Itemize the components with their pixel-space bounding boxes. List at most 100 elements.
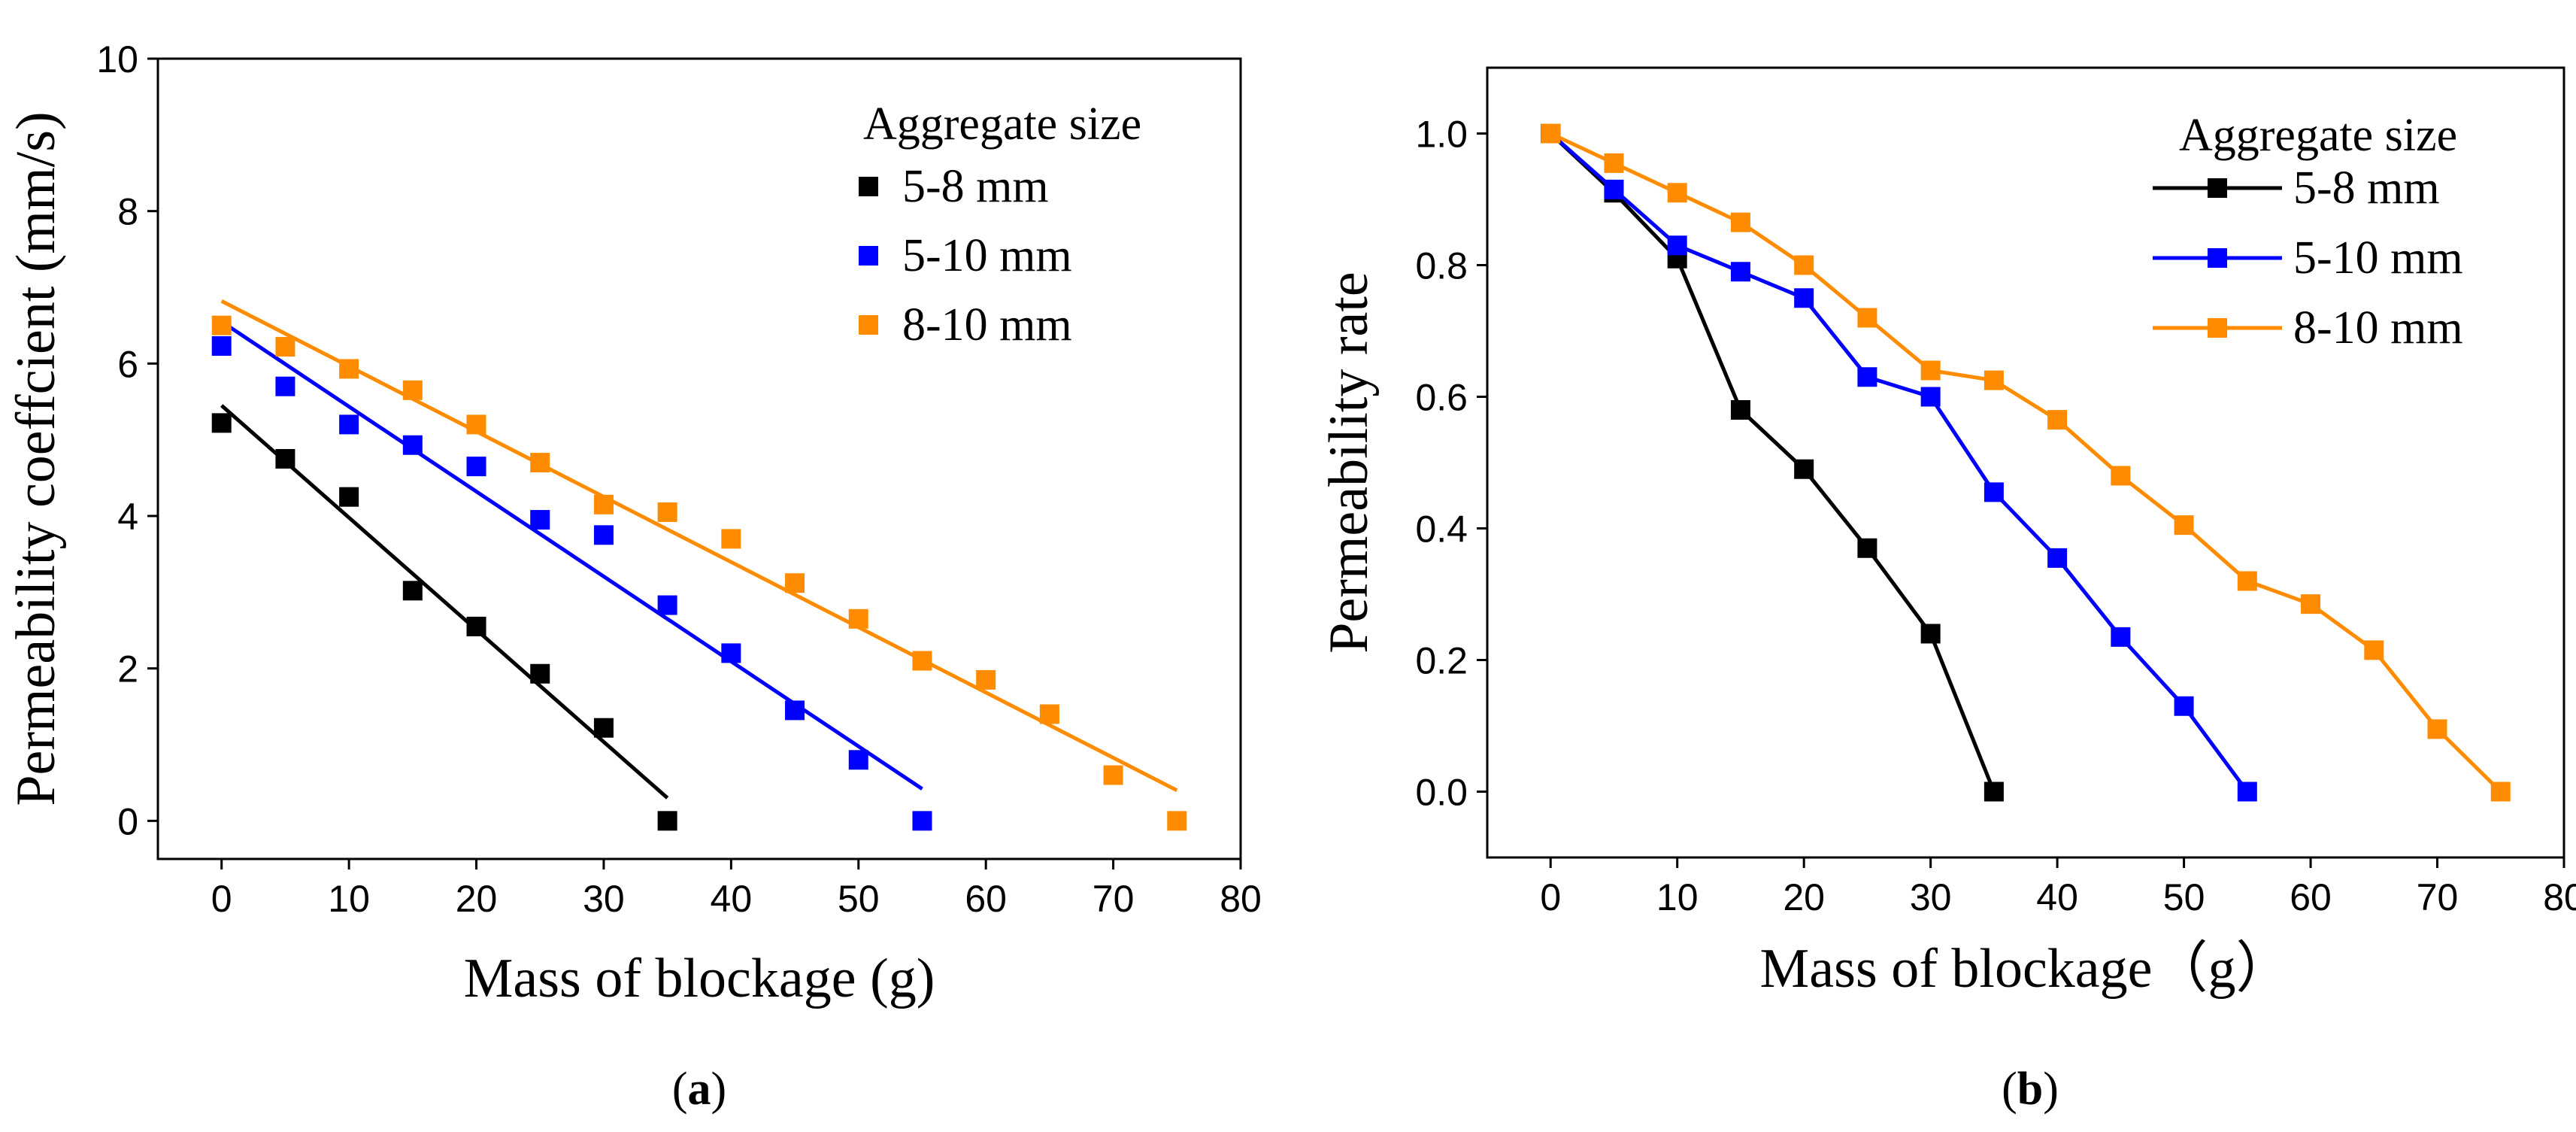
legend-label: 8-10 mm bbox=[2293, 302, 2463, 354]
x-tick-label: 10 bbox=[328, 878, 370, 920]
data-point bbox=[211, 315, 232, 335]
x-tick-label: 60 bbox=[965, 878, 1007, 920]
data-point bbox=[2364, 640, 2384, 660]
data-point bbox=[2111, 627, 2131, 647]
y-tick-label: 1.0 bbox=[1415, 114, 1468, 156]
x-tick-label: 80 bbox=[1220, 878, 1262, 920]
data-point bbox=[339, 487, 359, 507]
data-point bbox=[1984, 781, 2004, 802]
data-point bbox=[275, 376, 295, 396]
series-line bbox=[1549, 132, 1996, 793]
data-point bbox=[2237, 571, 2257, 591]
legend-item: 5-8 mm bbox=[859, 161, 1049, 212]
data-point bbox=[1167, 811, 1187, 831]
y-tick-label: 0.4 bbox=[1415, 508, 1468, 551]
data-point bbox=[2427, 719, 2447, 739]
plot-frame bbox=[156, 57, 1242, 860]
data-point bbox=[530, 453, 550, 473]
data-point bbox=[593, 525, 614, 545]
data-point bbox=[1667, 183, 1687, 203]
data-point bbox=[721, 529, 741, 549]
panel-label-letter: a bbox=[688, 1064, 711, 1115]
data-point bbox=[657, 502, 677, 522]
panel-label-close: ) bbox=[711, 1064, 727, 1115]
data-point bbox=[785, 700, 805, 721]
data-point bbox=[976, 669, 996, 690]
data-point bbox=[2047, 410, 2068, 430]
data-point bbox=[466, 414, 486, 435]
legend-item: 5-8 mm bbox=[2153, 162, 2440, 214]
legend-item: 5-10 mm bbox=[2153, 232, 2463, 284]
legend-label: 5-10 mm bbox=[2293, 232, 2463, 284]
chart-panel-a: 0 10 20 30 40 50 60 70 80 0 2 4 6 8 10 Mass of blockage… bbox=[5, 38, 1262, 1115]
data-point bbox=[402, 435, 423, 455]
data-point bbox=[1730, 212, 1750, 232]
data-point bbox=[2174, 696, 2194, 716]
panel-label-open: ( bbox=[672, 1064, 688, 1115]
legend-item: 5-10 mm bbox=[859, 230, 1072, 281]
data-point bbox=[211, 336, 232, 357]
panel-label: (b) bbox=[2002, 1064, 2059, 1115]
series-5-10mm bbox=[1541, 123, 2257, 802]
data-point bbox=[2174, 515, 2194, 536]
data-point bbox=[1541, 123, 1561, 144]
legend-label: 5-8 mm bbox=[2293, 162, 2440, 214]
data-point bbox=[2301, 594, 2321, 615]
fit-line bbox=[220, 320, 923, 791]
data-point bbox=[1730, 400, 1750, 420]
x-axis-title: Mass of blockage（g） bbox=[1760, 938, 2292, 1000]
data-point bbox=[1103, 765, 1123, 785]
x-tick-label: 20 bbox=[1783, 876, 1825, 918]
legend-label: 5-10 mm bbox=[902, 230, 1072, 281]
x-tick-label: 0 bbox=[1540, 876, 1561, 918]
data-point bbox=[1667, 235, 1687, 256]
data-point bbox=[593, 494, 614, 514]
data-point bbox=[466, 616, 486, 636]
y-tick-label: 6 bbox=[117, 343, 138, 385]
x-tick-label: 30 bbox=[583, 878, 625, 920]
data-point bbox=[912, 651, 932, 671]
panel-label-close: ) bbox=[2043, 1064, 2059, 1115]
y-tick-label: 0.0 bbox=[1415, 772, 1468, 814]
data-point bbox=[593, 718, 614, 738]
data-point bbox=[721, 643, 741, 663]
data-point bbox=[530, 510, 550, 530]
data-point bbox=[1920, 624, 1941, 644]
x-tick-label: 30 bbox=[1910, 876, 1952, 918]
fit-line bbox=[220, 404, 669, 800]
data-point bbox=[2111, 466, 2131, 486]
data-point bbox=[848, 750, 868, 770]
y-tick-label: 0.2 bbox=[1415, 640, 1468, 682]
data-point bbox=[2237, 781, 2257, 802]
data-point bbox=[1604, 179, 1624, 199]
legend-swatch-marker bbox=[2208, 248, 2227, 268]
y-axis-title: Permeability coeffcient (mm/s) bbox=[5, 111, 67, 806]
plot-frame bbox=[1486, 66, 2565, 859]
chart-panel-b: 0 10 20 30 40 50 60 70 80 0.0 0.2 0.4 0.6 0.8 1.0 Mass … bbox=[1318, 66, 2576, 1115]
y-tick-label: 2 bbox=[117, 648, 138, 690]
y-tick-label: 0 bbox=[117, 800, 138, 842]
legend-swatch-marker bbox=[859, 246, 878, 266]
data-point bbox=[1730, 262, 1750, 282]
data-point bbox=[402, 581, 423, 601]
data-point bbox=[1920, 387, 1941, 407]
data-point bbox=[2490, 781, 2511, 802]
data-point bbox=[1794, 459, 1814, 479]
data-point bbox=[1920, 360, 1941, 381]
data-point bbox=[1857, 538, 1877, 558]
legend-item: 8-10 mm bbox=[2153, 302, 2463, 354]
data-point bbox=[848, 608, 868, 629]
legend-label: 8-10 mm bbox=[902, 299, 1072, 351]
panel-label: (a) bbox=[672, 1064, 726, 1115]
data-point bbox=[1984, 482, 2004, 502]
data-point bbox=[657, 595, 677, 615]
data-point bbox=[339, 359, 359, 379]
data-point bbox=[1039, 704, 1059, 724]
data-point bbox=[1794, 288, 1814, 308]
series-8-10mm bbox=[211, 299, 1187, 831]
data-point bbox=[1794, 255, 1814, 275]
series-8-10mm bbox=[1541, 123, 2511, 802]
y-tick-label: 0.6 bbox=[1415, 377, 1468, 419]
